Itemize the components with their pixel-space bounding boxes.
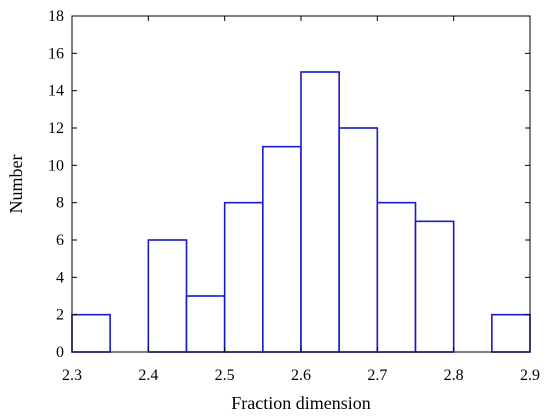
plot-frame (71, 15, 531, 353)
x-tick-label-2: 2.5 (215, 367, 235, 384)
y-tick-label-0: 0 (56, 344, 64, 361)
histogram-bar-2 (185, 295, 226, 353)
y-tick-label-1: 2 (56, 307, 64, 324)
y-tick-label-8: 16 (48, 45, 64, 62)
histogram-bar-6 (338, 127, 379, 353)
y-tick-label-9: 18 (48, 8, 64, 25)
histogram-bar-9 (491, 313, 531, 353)
histogram-bar-4 (262, 145, 302, 353)
histogram-bar-3 (223, 201, 264, 353)
y-tick-label-3: 6 (56, 232, 64, 249)
x-tick-label-0: 2.3 (62, 367, 82, 384)
x-tick-label-3: 2.6 (291, 367, 311, 384)
y-tick-label-4: 8 (56, 195, 64, 212)
x-tick-label-5: 2.8 (444, 367, 464, 384)
x-tick-label-6: 2.9 (520, 367, 540, 384)
histogram-bar-5 (300, 71, 340, 353)
y-tick-label-5: 10 (48, 157, 64, 174)
bars-group (71, 71, 531, 353)
y-tick-label-2: 4 (56, 269, 64, 286)
y-axis-title: Number (6, 155, 26, 214)
histogram-bar-7 (376, 201, 417, 353)
y-tick-label-6: 12 (48, 120, 64, 137)
x-axis-title: Fraction dimension (231, 393, 370, 413)
x-tick-label-4: 2.7 (367, 367, 387, 384)
histogram-bar-1 (147, 239, 188, 353)
y-tick-label-7: 14 (48, 83, 64, 100)
histogram-bar-8 (414, 220, 455, 353)
histogram-bar-0 (71, 313, 111, 353)
y-axis: 0 2 4 6 8 10 12 14 16 18 (48, 8, 530, 361)
x-tick-label-1: 2.4 (138, 367, 158, 384)
